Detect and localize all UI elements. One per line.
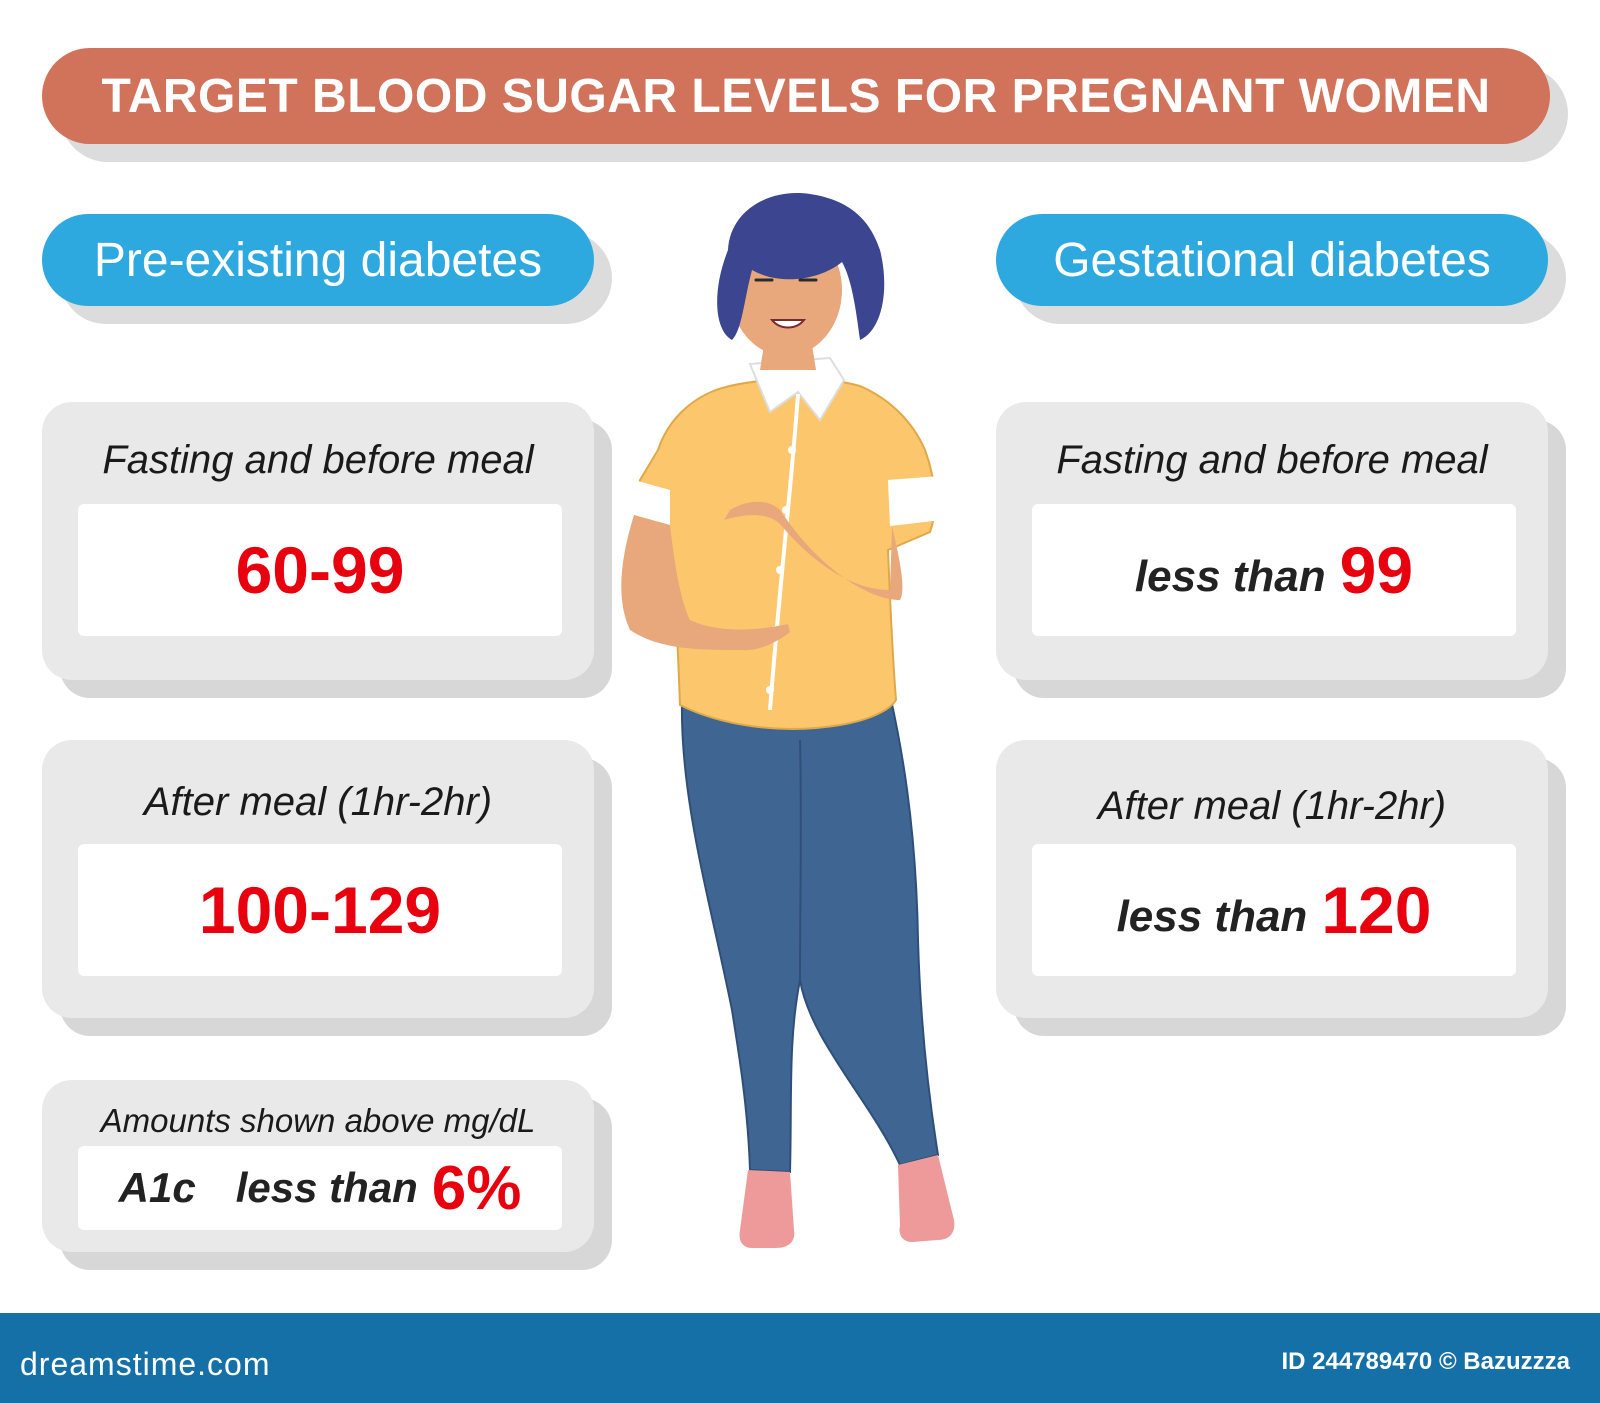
value-box: less than 120 xyxy=(1032,844,1516,976)
footer-bar xyxy=(0,1313,1600,1403)
value-box: less than 99 xyxy=(1032,504,1516,636)
gestational-after-meal-card: After meal (1hr-2hr) less than 120 xyxy=(996,740,1548,1018)
gestational-diabetes-pill: Gestational diabetes xyxy=(996,214,1548,306)
pre-existing-diabetes-pill: Pre-existing diabetes xyxy=(42,214,594,306)
a1c-prefix: less than xyxy=(235,1164,418,1211)
fasting-value: 99 xyxy=(1339,533,1414,607)
a1c-name: A1c xyxy=(118,1164,196,1211)
fasting-prefix: less than xyxy=(1134,552,1326,601)
title-banner: TARGET BLOOD SUGAR LEVELS FOR PREGNANT W… xyxy=(42,48,1550,144)
after-meal-prefix: less than xyxy=(1116,892,1308,941)
pre-existing-after-meal-card: After meal (1hr-2hr) 100-129 xyxy=(42,740,594,1018)
footer-image-id: ID 244789470 © Bazuzzza xyxy=(1281,1348,1570,1375)
fasting-value: 60-99 xyxy=(235,533,405,607)
fasting-label: Fasting and before meal xyxy=(102,438,534,482)
pre-existing-fasting-card: Fasting and before meal 60-99 xyxy=(42,402,594,680)
value-box: 100-129 xyxy=(78,844,562,976)
value-box: A1c less than 6% xyxy=(78,1146,562,1230)
after-meal-label: After meal (1hr-2hr) xyxy=(143,780,493,824)
value-box: 60-99 xyxy=(78,504,562,636)
after-meal-value: 120 xyxy=(1321,873,1432,947)
gestational-fasting-card: Fasting and before meal less than 99 xyxy=(996,402,1548,680)
after-meal-value: 100-129 xyxy=(198,873,442,947)
gestational-heading: Gestational diabetes xyxy=(1053,233,1491,287)
fasting-label: Fasting and before meal xyxy=(1056,438,1488,482)
a1c-card: Amounts shown above mg/dL A1c less than … xyxy=(42,1080,594,1252)
footer-brand: dreamstime.com xyxy=(20,1346,271,1382)
pregnant-woman-illustration xyxy=(621,193,955,1248)
units-note: Amounts shown above mg/dL xyxy=(100,1102,536,1139)
pre-existing-heading: Pre-existing diabetes xyxy=(93,233,543,287)
a1c-value: 6% xyxy=(431,1153,522,1223)
after-meal-label: After meal (1hr-2hr) xyxy=(1097,784,1447,828)
page-title: TARGET BLOOD SUGAR LEVELS FOR PREGNANT W… xyxy=(101,69,1491,123)
